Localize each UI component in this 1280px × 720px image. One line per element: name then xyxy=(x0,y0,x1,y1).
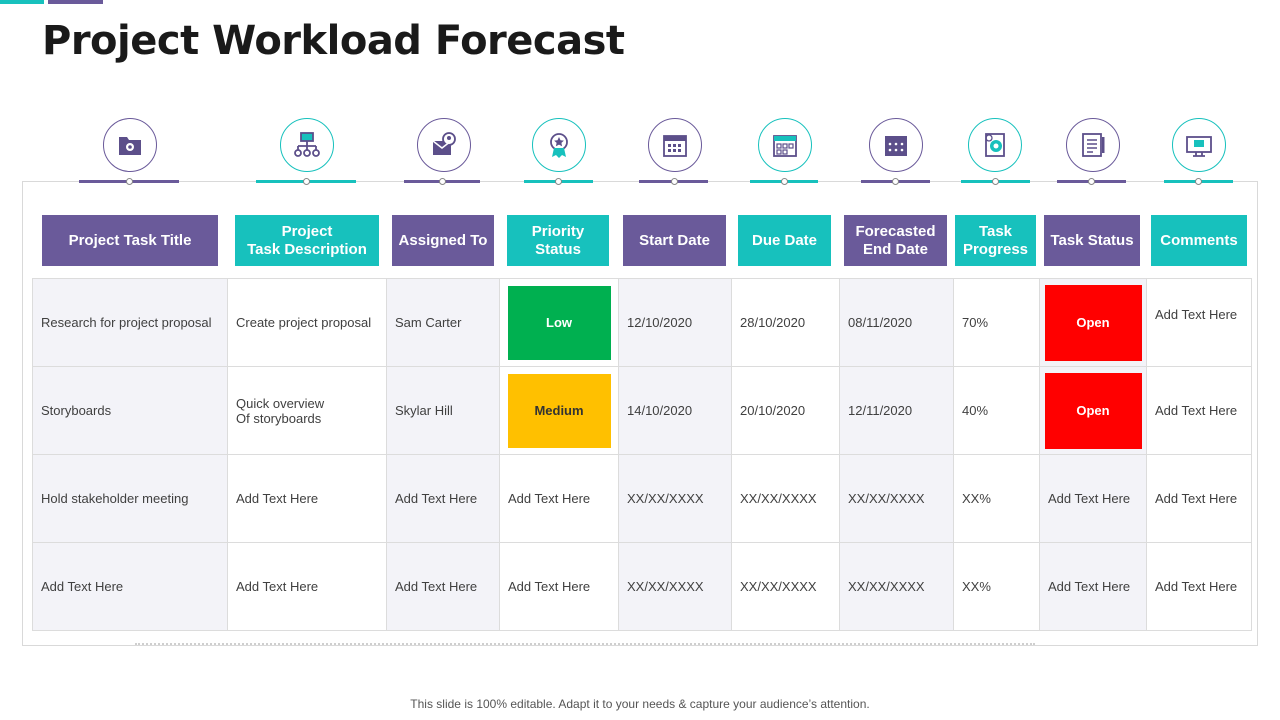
header-comments: Comments xyxy=(1151,215,1247,266)
underline-dot xyxy=(555,178,562,185)
status-badge-open: Open xyxy=(1044,284,1142,361)
cell-priority-status: Add Text Here xyxy=(499,542,619,631)
underline-dot xyxy=(1088,178,1095,185)
cell-forecasted-end-date: XX/XX/XXXX xyxy=(839,542,954,631)
monitor-chat-icon xyxy=(1172,118,1226,172)
calendar-check-icon xyxy=(758,118,812,172)
cell-task-description: Add Text Here xyxy=(227,542,387,631)
cell-task-status: Add Text Here xyxy=(1039,454,1147,543)
table-row: Hold stakeholder meeting Add Text Here A… xyxy=(32,454,1252,543)
cell-due-date: 20/10/2020 xyxy=(731,366,840,455)
cell-forecasted-end-date: 08/11/2020 xyxy=(839,278,954,367)
header-forecasted-end-date: Forecasted End Date xyxy=(844,215,947,266)
table-row: Storyboards Quick overview Of storyboard… xyxy=(32,366,1252,455)
table-row: Add Text Here Add Text Here Add Text Her… xyxy=(32,542,1252,631)
cell-due-date: XX/XX/XXXX xyxy=(731,454,840,543)
underline-dot xyxy=(671,178,678,185)
underline-dot xyxy=(992,178,999,185)
cell-task-progress: XX% xyxy=(953,542,1040,631)
cell-assigned-to: Add Text Here xyxy=(386,542,500,631)
underline-dot xyxy=(126,178,133,185)
cell-forecasted-end-date: XX/XX/XXXX xyxy=(839,454,954,543)
underline-dot xyxy=(439,178,446,185)
cell-priority-status: Add Text Here xyxy=(499,454,619,543)
underline-dot xyxy=(303,178,310,185)
cell-start-date: XX/XX/XXXX xyxy=(618,542,732,631)
cell-comments: Add Text Here xyxy=(1146,278,1252,367)
cell-start-date: XX/XX/XXXX xyxy=(618,454,732,543)
cell-comments: Add Text Here xyxy=(1146,454,1252,543)
header-priority-status: Priority Status xyxy=(507,215,609,266)
document-gear-icon xyxy=(968,118,1022,172)
footer-note: This slide is 100% editable. Adapt it to… xyxy=(410,697,870,711)
cell-comments: Add Text Here xyxy=(1146,366,1252,455)
header-assigned-to: Assigned To xyxy=(392,215,494,266)
folder-gear-icon xyxy=(103,118,157,172)
accent-bar-teal xyxy=(0,0,44,4)
award-star-icon xyxy=(532,118,586,172)
table-row: Research for project proposal Create pro… xyxy=(32,278,1252,367)
cell-priority-status: Medium xyxy=(499,366,619,455)
cell-task-progress: XX% xyxy=(953,454,1040,543)
cell-task-status: Open xyxy=(1039,366,1147,455)
cell-task-description: Create project proposal xyxy=(227,278,387,367)
header-project-task-title: Project Task Title xyxy=(42,215,218,266)
underline-dot xyxy=(1195,178,1202,185)
user-message-icon xyxy=(417,118,471,172)
workload-table: Research for project proposal Create pro… xyxy=(32,278,1252,631)
dotted-divider xyxy=(135,643,1035,645)
cell-task-progress: 40% xyxy=(953,366,1040,455)
header-due-date: Due Date xyxy=(738,215,831,266)
header-start-date: Start Date xyxy=(623,215,726,266)
cell-task-status: Add Text Here xyxy=(1039,542,1147,631)
cell-task-title: Add Text Here xyxy=(32,542,228,631)
cell-assigned-to: Sam Carter xyxy=(386,278,500,367)
priority-badge-low: Low xyxy=(507,285,611,360)
header-task-description: Project Task Description xyxy=(235,215,379,266)
status-badge-open: Open xyxy=(1044,372,1142,449)
cell-task-description: Quick overview Of storyboards xyxy=(227,366,387,455)
accent-bar-purple xyxy=(48,0,103,4)
cell-start-date: 14/10/2020 xyxy=(618,366,732,455)
priority-badge-medium: Medium xyxy=(507,373,611,448)
cell-task-status: Open xyxy=(1039,278,1147,367)
header-task-status: Task Status xyxy=(1044,215,1140,266)
cell-priority-status: Low xyxy=(499,278,619,367)
cell-comments: Add Text Here xyxy=(1146,542,1252,631)
cell-task-title: Research for project proposal xyxy=(32,278,228,367)
cell-assigned-to: Add Text Here xyxy=(386,454,500,543)
page-title: Project Workload Forecast xyxy=(42,18,625,64)
calendar-icon xyxy=(648,118,702,172)
org-chart-icon xyxy=(280,118,334,172)
cell-task-title: Storyboards xyxy=(32,366,228,455)
cell-assigned-to: Skylar Hill xyxy=(386,366,500,455)
cell-forecasted-end-date: 12/11/2020 xyxy=(839,366,954,455)
cell-task-title: Hold stakeholder meeting xyxy=(32,454,228,543)
cell-due-date: 28/10/2020 xyxy=(731,278,840,367)
cell-task-progress: 70% xyxy=(953,278,1040,367)
underline-dot xyxy=(781,178,788,185)
underline-dot xyxy=(892,178,899,185)
cell-start-date: 12/10/2020 xyxy=(618,278,732,367)
calendar-grid-icon xyxy=(869,118,923,172)
header-task-progress: Task Progress xyxy=(955,215,1036,266)
cell-due-date: XX/XX/XXXX xyxy=(731,542,840,631)
document-list-icon xyxy=(1066,118,1120,172)
cell-task-description: Add Text Here xyxy=(227,454,387,543)
